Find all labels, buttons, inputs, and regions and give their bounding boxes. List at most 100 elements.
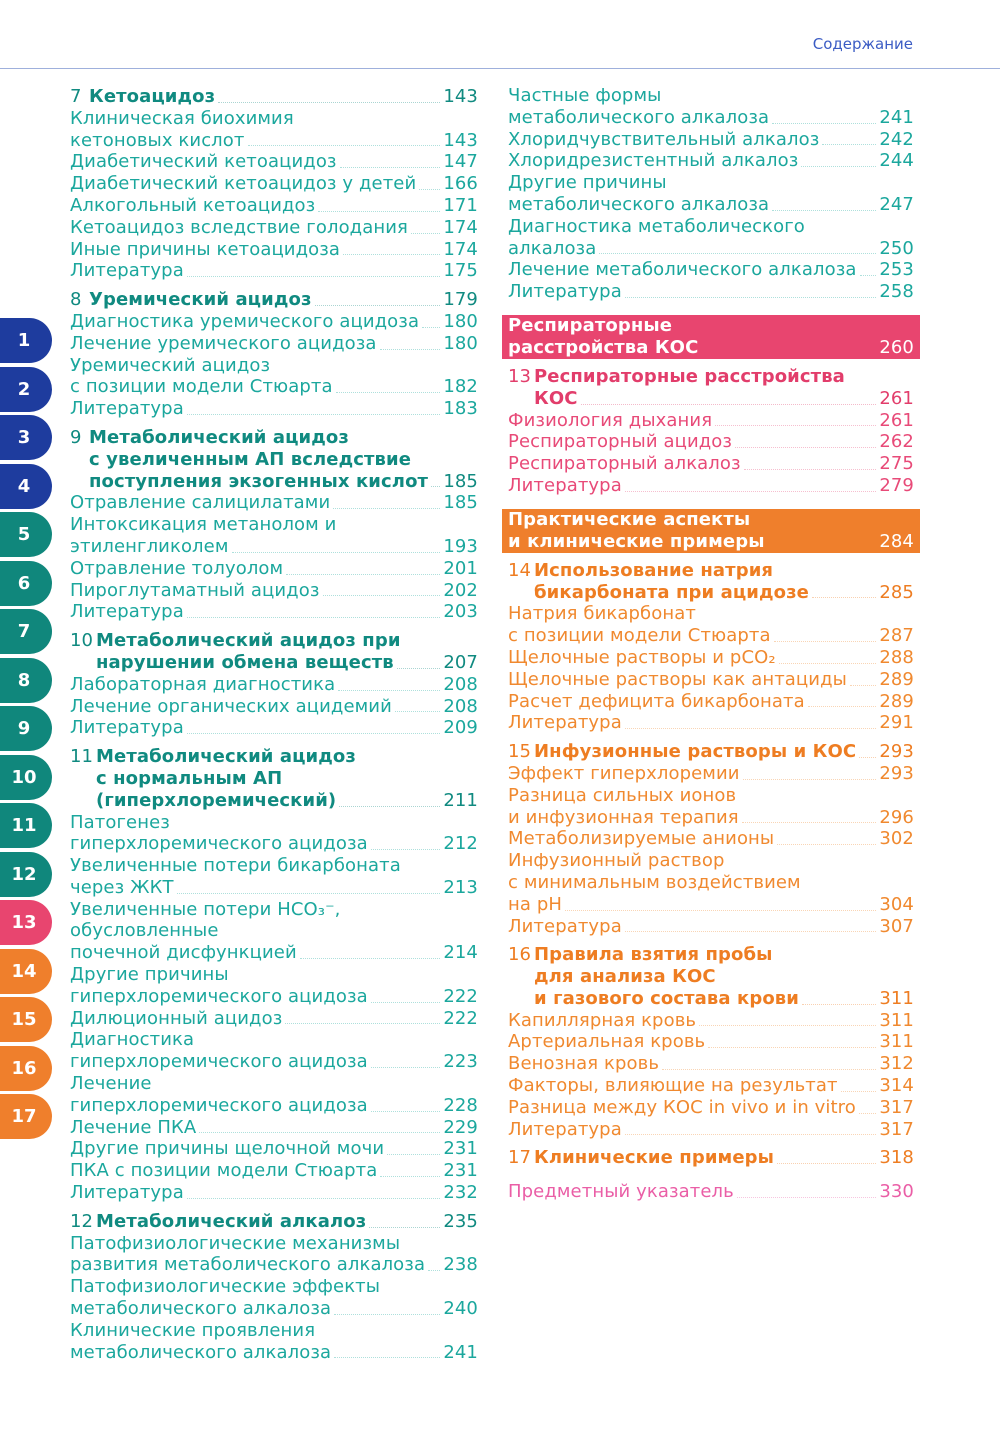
- toc-entry[interactable]: Артериальная кровь 311: [508, 1031, 914, 1053]
- toc-entry[interactable]: ПКА с позиции модели Стюарта 231: [70, 1160, 478, 1182]
- page-number: 214: [443, 942, 478, 964]
- chapter-tab-3[interactable]: 3: [0, 415, 52, 460]
- toc-entry[interactable]: Уремический ацидоз с позиции модели Стюар…: [70, 355, 478, 399]
- toc-entry[interactable]: Литература 258: [508, 281, 914, 303]
- toc-chapter-13[interactable]: 13 Респираторные расстройства КОС 261: [508, 366, 914, 410]
- page-number: 180: [443, 332, 478, 354]
- chapter-tab-11[interactable]: 11: [0, 803, 52, 848]
- toc-entry[interactable]: Литература 209: [70, 717, 478, 739]
- chapter-tab-8[interactable]: 8: [0, 657, 52, 703]
- dot-leader: [231, 551, 441, 553]
- chapter-tab-14[interactable]: 14: [0, 948, 52, 994]
- toc-entry[interactable]: Патофизиологические эффекты метаболическо…: [70, 1276, 478, 1320]
- toc-entry[interactable]: Хлоридрезистентный алкалоз 244: [508, 150, 914, 172]
- toc-entry[interactable]: Физиология дыхания 261: [508, 410, 914, 432]
- toc-entry[interactable]: Увеличенные потери HCO₃⁻, обусловленные по…: [70, 899, 478, 964]
- dot-leader: [396, 667, 441, 669]
- toc-entry[interactable]: Эффект гиперхлоремии 293: [508, 763, 914, 785]
- toc-chapter-11[interactable]: 11 Метаболический ацидоз с нормальным АП (г…: [70, 746, 478, 811]
- toc-entry[interactable]: Литература 317: [508, 1119, 914, 1141]
- toc-entry[interactable]: Увеличенные потери бикарбоната через ЖКТ 2…: [70, 855, 478, 899]
- toc-entry[interactable]: Лечение ПКА 229: [70, 1117, 478, 1139]
- toc-entry[interactable]: Алкогольный кетоацидоз 171: [70, 195, 478, 217]
- chapter-tab-10[interactable]: 10: [0, 754, 52, 800]
- chapter-tab-17[interactable]: 17: [0, 1094, 52, 1139]
- page-number: 211: [443, 789, 478, 811]
- toc-entry[interactable]: Литература 175: [70, 260, 478, 282]
- toc-chapter-10[interactable]: 10 Метаболический ацидоз при нарушении обм…: [70, 630, 478, 674]
- toc-entry[interactable]: Литература 203: [70, 601, 478, 623]
- toc-entry[interactable]: Литература 232: [70, 1182, 478, 1204]
- toc-chapter-7[interactable]: 7 Кетоацидоз 143: [70, 86, 478, 108]
- toc-entry[interactable]: Литература 279: [508, 475, 914, 497]
- toc-entry[interactable]: Щелочные растворы как антациды 289: [508, 669, 914, 691]
- toc-entry[interactable]: Диагностика уремического ацидоза 180: [70, 311, 478, 333]
- toc-entry[interactable]: Диабетический кетоацидоз 147: [70, 151, 478, 173]
- toc-entry[interactable]: Другие причины метаболического алкалоза 24…: [508, 172, 914, 216]
- toc-part-banner[interactable]: Респираторные расстройства КОС 260: [502, 314, 920, 359]
- chapter-tab-4[interactable]: 4: [0, 463, 52, 509]
- toc-entry[interactable]: Метаболизируемые анионы 302: [508, 828, 914, 850]
- toc-entry[interactable]: Капиллярная кровь 311: [508, 1010, 914, 1032]
- toc-entry[interactable]: Лечение гиперхлоремического ацидоза 228: [70, 1073, 478, 1117]
- toc-entry[interactable]: Дилюционный ацидоз 222: [70, 1008, 478, 1030]
- toc-chapter-15[interactable]: 15 Инфузионные растворы и КОС 293: [508, 741, 914, 763]
- toc-entry[interactable]: Интоксикация метанолом и этиленгликолем 19…: [70, 514, 478, 558]
- toc-entry[interactable]: Патофизиологические механизмы развития ме…: [70, 1233, 478, 1277]
- toc-entry[interactable]: Иные причины кетоацидоза 174: [70, 239, 478, 261]
- toc-chapter-16[interactable]: 16 Правила взятия пробы для анализа КОС и г…: [508, 944, 914, 1009]
- toc-entry[interactable]: Венозная кровь 312: [508, 1053, 914, 1075]
- toc-entry[interactable]: Лабораторная диагностика 208: [70, 674, 478, 696]
- toc-entry[interactable]: Частные формы метаболического алкалоза 241: [508, 85, 914, 129]
- entry-line: развития метаболического алкалоза 238: [70, 1254, 478, 1276]
- toc-entry[interactable]: Натрия бикарбонат с позиции модели Стюарт…: [508, 603, 914, 647]
- toc-entry[interactable]: Пироглутаматный ацидоз 202: [70, 580, 478, 602]
- toc-entry[interactable]: Клиническая биохимия кетоновых кислот 143: [70, 108, 478, 152]
- toc-entry[interactable]: Диагностика метаболического алкалоза 250: [508, 216, 914, 260]
- dot-leader: [333, 508, 441, 510]
- toc-index-entry[interactable]: Предметный указатель 330: [508, 1181, 914, 1203]
- toc-entry[interactable]: Литература 291: [508, 712, 914, 734]
- toc-entry[interactable]: Клинические проявления метаболического ал…: [70, 1320, 478, 1364]
- toc-chapter-8[interactable]: 8 Уремический ацидоз 179: [70, 289, 478, 311]
- toc-entry[interactable]: Разница сильных ионов и инфузионная терап…: [508, 785, 914, 829]
- toc-entry[interactable]: Лечение метаболического алкалоза 253: [508, 259, 914, 281]
- toc-chapter-12[interactable]: 12 Метаболический алкалоз 235: [70, 1211, 478, 1233]
- toc-entry[interactable]: Другие причины щелочной мочи 231: [70, 1138, 478, 1160]
- chapter-tab-6[interactable]: 6: [0, 560, 52, 606]
- entry-title: Пироглутаматный ацидоз: [70, 579, 320, 601]
- toc-entry[interactable]: Хлоридчувствительный алкалоз 242: [508, 129, 914, 151]
- toc-part-banner[interactable]: Практические аспекты и клинические пример…: [502, 508, 920, 553]
- toc-entry[interactable]: Отравление толуолом 201: [70, 558, 478, 580]
- chapter-tab-5[interactable]: 5: [0, 512, 52, 557]
- toc-chapter-14[interactable]: 14 Использование натрия бикарбоната при ац…: [508, 560, 914, 604]
- toc-entry[interactable]: Респираторный алкалоз 275: [508, 453, 914, 475]
- toc-entry[interactable]: Респираторный ацидоз 262: [508, 431, 914, 453]
- toc-entry[interactable]: Лечение уремического ацидоза 180: [70, 333, 478, 355]
- toc-entry[interactable]: Другие причины гиперхлоремического ацидоз…: [70, 964, 478, 1008]
- toc-entry[interactable]: Литература 183: [70, 398, 478, 420]
- toc-entry[interactable]: Диабетический кетоацидоз у детей 166: [70, 173, 478, 195]
- toc-entry[interactable]: Литература 307: [508, 916, 914, 938]
- chapter-tab-1[interactable]: 1: [0, 318, 52, 363]
- toc-entry[interactable]: Диагностика гиперхлоремического ацидоза 22…: [70, 1029, 478, 1073]
- chapter-tab-2[interactable]: 2: [0, 366, 52, 412]
- chapter-tab-13[interactable]: 13: [0, 900, 52, 945]
- toc-entry[interactable]: Разница между КОС in vivo и in vitro 317: [508, 1097, 914, 1119]
- chapter-tab-12[interactable]: 12: [0, 851, 52, 897]
- chapter-tab-15[interactable]: 15: [0, 997, 52, 1042]
- toc-entry[interactable]: Кетоацидоз вследствие голодания 174: [70, 217, 478, 239]
- entry-title: с нормальным АП: [96, 767, 283, 789]
- chapter-tab-16[interactable]: 16: [0, 1045, 52, 1091]
- toc-chapter-9[interactable]: 9 Метаболический ацидоз с увеличенным АП в…: [70, 427, 478, 492]
- toc-chapter-17[interactable]: 17 Клинические примеры 318: [508, 1147, 914, 1169]
- toc-entry[interactable]: Патогенез гиперхлоремического ацидоза 212: [70, 812, 478, 856]
- toc-entry[interactable]: Отравление салицилатами 185: [70, 492, 478, 514]
- toc-entry[interactable]: Щелочные растворы и pCO₂ 288: [508, 647, 914, 669]
- toc-entry[interactable]: Инфузионный раствор с минимальным воздейс…: [508, 850, 914, 915]
- chapter-tab-9[interactable]: 9: [0, 706, 52, 751]
- toc-entry[interactable]: Лечение органических ацидемий 208: [70, 696, 478, 718]
- toc-entry[interactable]: Расчет дефицита бикарбоната 289: [508, 691, 914, 713]
- toc-entry[interactable]: Факторы, влияющие на результат 314: [508, 1075, 914, 1097]
- chapter-tab-7[interactable]: 7: [0, 609, 52, 654]
